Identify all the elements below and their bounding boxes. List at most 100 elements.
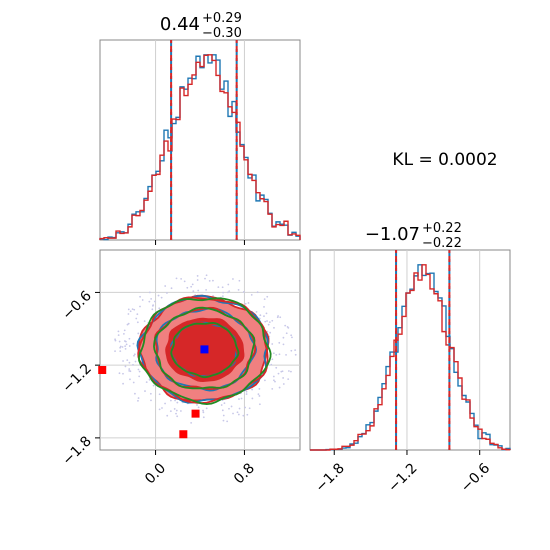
scatter-point — [290, 370, 292, 373]
scatter-point — [132, 342, 135, 345]
scatter-point — [122, 382, 124, 385]
scatter-point — [151, 308, 154, 311]
scatter-point — [202, 416, 205, 419]
scatter-point — [263, 298, 266, 301]
scatter-point — [222, 414, 225, 417]
scatter-point — [268, 321, 271, 324]
scatter-point — [158, 307, 161, 310]
contour-reference — [138, 297, 272, 406]
joint-x-ticks: 0.0 0.8 — [142, 450, 258, 487]
scatter-point — [170, 399, 172, 402]
scatter-point — [204, 277, 206, 280]
scatter-point — [287, 370, 290, 372]
scatter-point — [138, 375, 141, 378]
scatter-point — [129, 378, 131, 381]
scatter-point — [236, 411, 239, 414]
scatter-point — [202, 411, 205, 414]
marginal-param2-grid — [333, 250, 481, 450]
scatter-point — [197, 406, 200, 409]
scatter-point — [148, 378, 151, 381]
marginal-param1-quantile-lines — [170, 40, 238, 240]
contour-reference — [170, 321, 240, 379]
marginal-param2-panel: −1.8 −1.2 −0.6 −1.07 +0.22 −0.22 — [309, 221, 511, 496]
scatter-point — [126, 323, 129, 326]
scatter-point — [148, 300, 151, 303]
scatter-point — [272, 352, 275, 355]
scatter-point — [205, 407, 208, 410]
scatter-point — [222, 291, 225, 294]
contour-reference — [153, 306, 256, 390]
scatter-point — [117, 334, 120, 337]
scatter-point — [282, 343, 285, 346]
scatter-point — [223, 402, 226, 404]
marginal-param2-histograms — [310, 264, 511, 451]
scatter-point — [176, 401, 179, 404]
scatter-point — [134, 360, 137, 363]
scatter-point — [275, 354, 278, 356]
scatter-point — [257, 393, 260, 396]
scatter-point — [186, 286, 189, 289]
scatter-point — [282, 383, 285, 385]
scatter-point — [158, 393, 161, 396]
scatter-point — [150, 297, 153, 300]
scatter-point — [277, 372, 280, 375]
scatter-point — [152, 384, 155, 387]
scatter-point — [228, 290, 231, 293]
scatter-point — [290, 334, 293, 337]
scatter-point — [166, 414, 169, 417]
param1-title-lower-error: −0.30 — [202, 26, 242, 41]
scatter-point — [248, 407, 251, 410]
scatter-point — [291, 336, 293, 339]
scatter-point — [196, 404, 198, 406]
scatter-point — [205, 288, 208, 291]
scatter-point — [133, 354, 135, 357]
scatter-point — [128, 368, 131, 370]
scatter-point — [161, 407, 163, 409]
scatter-point — [190, 285, 193, 288]
joint-markers — [98, 345, 209, 439]
scatter-point — [118, 372, 121, 375]
scatter-point — [139, 305, 141, 308]
scatter-point — [122, 332, 125, 335]
scatter-point — [196, 279, 199, 281]
scatter-point — [126, 359, 129, 362]
scatter-point — [129, 370, 132, 373]
scatter-point — [222, 419, 225, 422]
scatter-point — [137, 368, 140, 371]
scatter-point — [240, 397, 243, 400]
truth-marker — [200, 345, 209, 354]
scatter-point — [255, 311, 258, 313]
scatter-point — [174, 399, 176, 402]
scatter-point — [228, 407, 230, 410]
scatter-point — [221, 409, 224, 412]
scatter-point — [294, 353, 297, 356]
kl-annotation: KL = 0.0002 — [392, 150, 497, 170]
scatter-point — [175, 277, 178, 280]
scatter-point — [196, 275, 199, 277]
scatter-point — [272, 375, 275, 378]
scatter-point — [271, 358, 274, 361]
y-tick-label: −1.8 — [59, 433, 94, 468]
scatter-point — [226, 291, 229, 294]
scatter-point — [271, 343, 274, 345]
scatter-point — [258, 395, 261, 397]
scatter-point — [238, 398, 240, 400]
scatter-point — [238, 407, 241, 410]
scatter-point — [124, 345, 127, 348]
scatter-point — [208, 279, 211, 282]
scatter-point — [271, 319, 274, 322]
scatter-point — [281, 370, 284, 373]
scatter-point — [151, 304, 154, 307]
scatter-point — [245, 393, 248, 395]
scatter-point — [274, 380, 276, 383]
scatter-point — [285, 353, 287, 356]
scatter-point — [226, 420, 229, 423]
scatter-point — [263, 315, 265, 318]
scatter-point — [192, 290, 195, 293]
scatter-point — [265, 312, 268, 315]
scatter-point — [175, 409, 178, 412]
scatter-point — [202, 409, 204, 412]
scatter-point — [128, 361, 131, 364]
scatter-point — [237, 413, 240, 416]
scatter-point — [136, 321, 139, 324]
